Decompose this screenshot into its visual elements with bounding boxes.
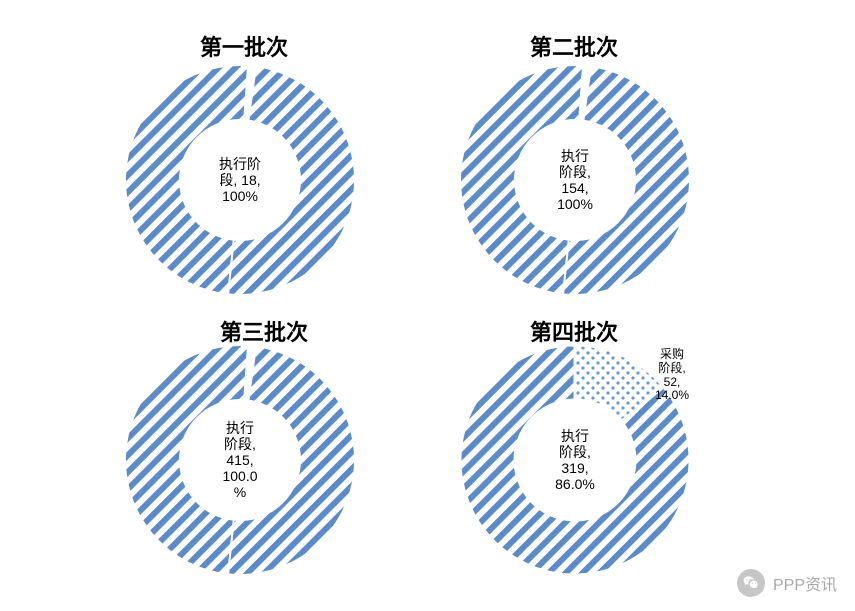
chart-cell: 第三批次执行阶段,415,100.0% [120, 300, 360, 580]
slice-label: 采购阶段,52,14.0% [655, 348, 689, 403]
wechat-icon [737, 569, 765, 597]
watermark-text: PPP资讯 [773, 571, 837, 595]
donut-center-label: 执行阶段,415,100.0% [183, 420, 297, 500]
donut-chart: 执行阶段, 18,100% [120, 60, 360, 300]
chart-cell: 第四批次执行阶段,319,86.0%采购阶段,52,14.0% [455, 300, 695, 580]
donut-chart: 执行阶段,319,86.0% 采购阶段,52,14.0% [455, 340, 695, 580]
chart-title: 第一批次 [200, 30, 288, 62]
watermark: PPP资讯 [737, 569, 837, 597]
chart-title: 第二批次 [530, 30, 618, 62]
chart-grid: 第一批次执行阶段, 18,100% 第二批次执行阶段,154,100% 第三批次执行… [0, 0, 855, 611]
donut-chart: 执行阶段,154,100% [455, 60, 695, 300]
chart-cell: 第二批次执行阶段,154,100% [455, 20, 695, 300]
donut-center-label: 执行阶段,154,100% [518, 148, 632, 212]
chart-cell: 第一批次执行阶段, 18,100% [120, 20, 360, 300]
donut-center-label: 执行阶段, 18,100% [183, 156, 297, 204]
donut-chart: 执行阶段,415,100.0% [120, 340, 360, 580]
donut-center-label: 执行阶段,319,86.0% [518, 428, 632, 492]
